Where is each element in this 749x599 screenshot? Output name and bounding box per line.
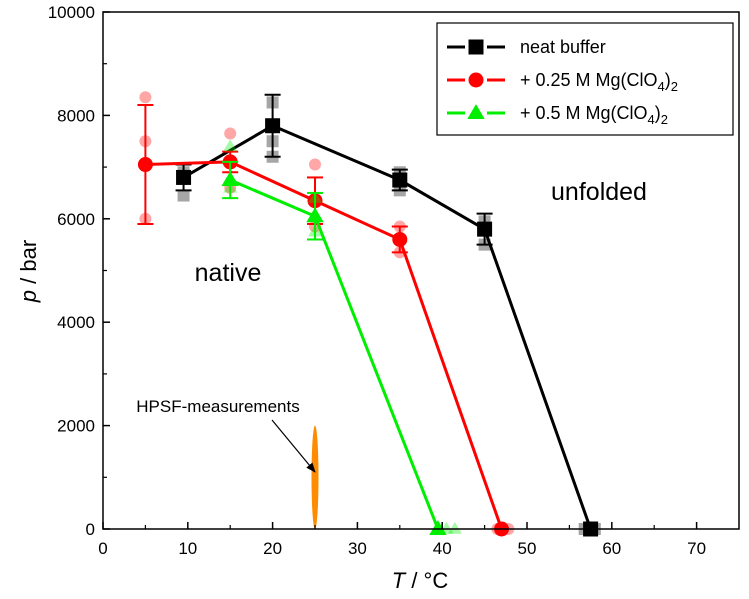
legend-item-mg025: + 0.25 M Mg(ClO4)2	[447, 70, 678, 94]
x-tick-label: 50	[518, 539, 537, 558]
native-region-label: native	[195, 259, 262, 287]
series-layer	[137, 91, 601, 537]
y-tick-label: 2000	[57, 417, 95, 436]
legend-label: neat buffer	[520, 37, 606, 57]
series-mg025-line	[145, 160, 503, 530]
legend: neat buffer + 0.25 M Mg(ClO4)2 + 0.5 M Mg(…	[436, 22, 734, 136]
series-mg025-point	[392, 231, 408, 247]
legend-marker-square	[468, 39, 484, 55]
x-tick-label: 30	[348, 539, 367, 558]
y-tick-label: 6000	[57, 210, 95, 229]
series-mg025	[137, 91, 515, 537]
series-mg025-point	[137, 157, 153, 173]
series-neat-raw-point	[177, 189, 190, 202]
x-axis-title: T / °C	[392, 568, 449, 593]
series-neat-point	[265, 118, 281, 134]
legend-marker-triangle	[467, 104, 485, 119]
legend-marker-circle	[468, 72, 484, 88]
y-tick-label: 4000	[57, 313, 95, 332]
y-tick-label: 8000	[57, 106, 95, 125]
x-tick-label: 40	[433, 539, 452, 558]
series-mg05	[221, 139, 462, 535]
y-axis-title: p / bar	[16, 240, 41, 303]
tick-layer: 0 10 20 30 40 50 60 70 0 2000 4000 6000 8000 10000	[48, 3, 706, 558]
series-neat-point	[477, 221, 493, 237]
x-tick-label: 10	[178, 539, 197, 558]
y-tick-label: 0	[86, 520, 95, 539]
series-neat-point	[176, 169, 192, 185]
series-mg025-raw-point	[224, 127, 237, 140]
series-mg05-line	[229, 178, 440, 530]
hpsf-arrow	[271, 419, 316, 473]
x-tick-label: 0	[98, 539, 107, 558]
legend-label: + 0.5 M Mg(ClO4)2	[520, 103, 668, 127]
series-mg05-point	[429, 520, 447, 535]
y-tick-label: 10000	[48, 3, 95, 22]
legend-label: + 0.25 M Mg(ClO4)2	[520, 70, 678, 94]
x-tick-label: 70	[687, 539, 706, 558]
hpsf-region-mark	[311, 425, 319, 529]
series-mg025-raw-point	[139, 91, 152, 104]
legend-item-neat: neat buffer	[447, 37, 606, 57]
unfolded-region-label: unfolded	[551, 178, 647, 206]
legend-box	[436, 22, 734, 136]
series-mg05-raw-point	[447, 521, 462, 534]
series-neat	[175, 93, 601, 537]
legend-item-mg05: + 0.5 M Mg(ClO4)2	[447, 103, 668, 127]
series-mg025-raw-point	[309, 158, 321, 171]
x-tick-label: 60	[602, 539, 621, 558]
series-mg05-point	[306, 207, 324, 223]
series-mg05-point	[221, 171, 239, 187]
hpsf-layer	[311, 425, 319, 529]
hpsf-label: HPSF-measurements	[136, 397, 299, 416]
series-neat-point	[392, 172, 408, 188]
x-tick-label: 20	[263, 539, 282, 558]
series-mg05-raw-point	[223, 139, 238, 152]
